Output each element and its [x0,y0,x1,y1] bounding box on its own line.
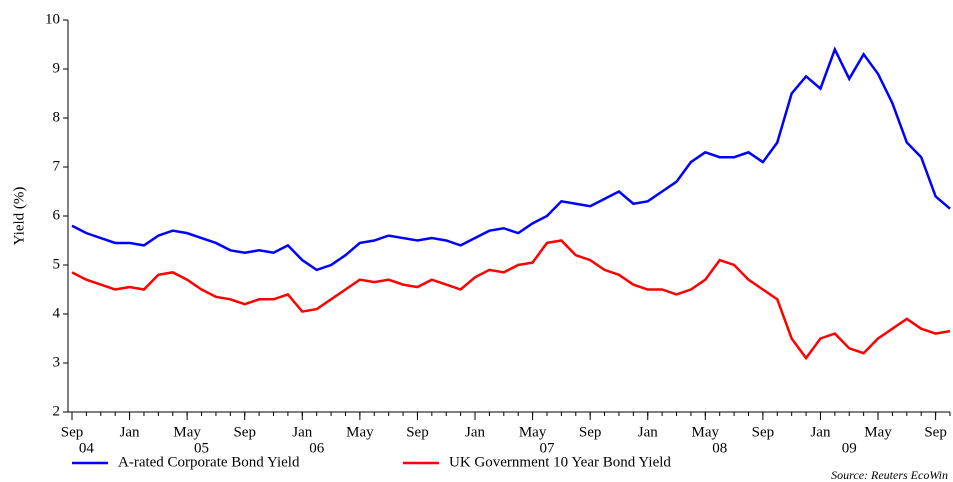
x-tick-label: Jan [120,424,140,440]
y-axis-label: Yield (%) [11,187,27,246]
year-label: 09 [842,440,857,456]
y-tick-label: 3 [53,354,61,370]
year-label: 08 [712,440,727,456]
y-tick-label: 7 [53,158,61,174]
series-line [71,46,951,272]
series-line [71,239,951,361]
x-tick-label: Jan [292,424,312,440]
x-tick-label: Sep [406,424,429,440]
y-tick-label: 4 [53,305,61,321]
x-tick-label: May [692,424,720,440]
year-label: 07 [539,440,555,456]
y-tick-label: 5 [53,256,61,272]
y-tick-label: 10 [45,11,60,27]
x-tick-label: Sep [233,424,256,440]
x-tick-label: May [864,424,892,440]
x-tick-label: Sep [61,424,84,440]
x-tick-label: May [346,424,374,440]
x-tick-label: May [173,424,201,440]
x-tick-label: Jan [465,424,485,440]
legend-label: A-rated Corporate Bond Yield [118,454,300,470]
x-tick-label: Sep [924,424,947,440]
x-tick-label: Sep [752,424,775,440]
legend-label: UK Government 10 Year Bond Yield [449,454,671,470]
x-tick-label: May [519,424,547,440]
x-tick-label: Sep [579,424,602,440]
y-tick-label: 9 [53,60,61,76]
year-label: 05 [194,440,209,456]
year-label: 06 [309,440,325,456]
y-tick-label: 8 [53,109,61,125]
y-tick-label: 2 [53,403,61,419]
y-tick-label: 6 [53,207,61,223]
source: Source: Reuters EcoWin [831,468,948,482]
year-label: 04 [79,440,95,456]
x-tick-label: Jan [638,424,658,440]
x-tick-label: Jan [810,424,830,440]
